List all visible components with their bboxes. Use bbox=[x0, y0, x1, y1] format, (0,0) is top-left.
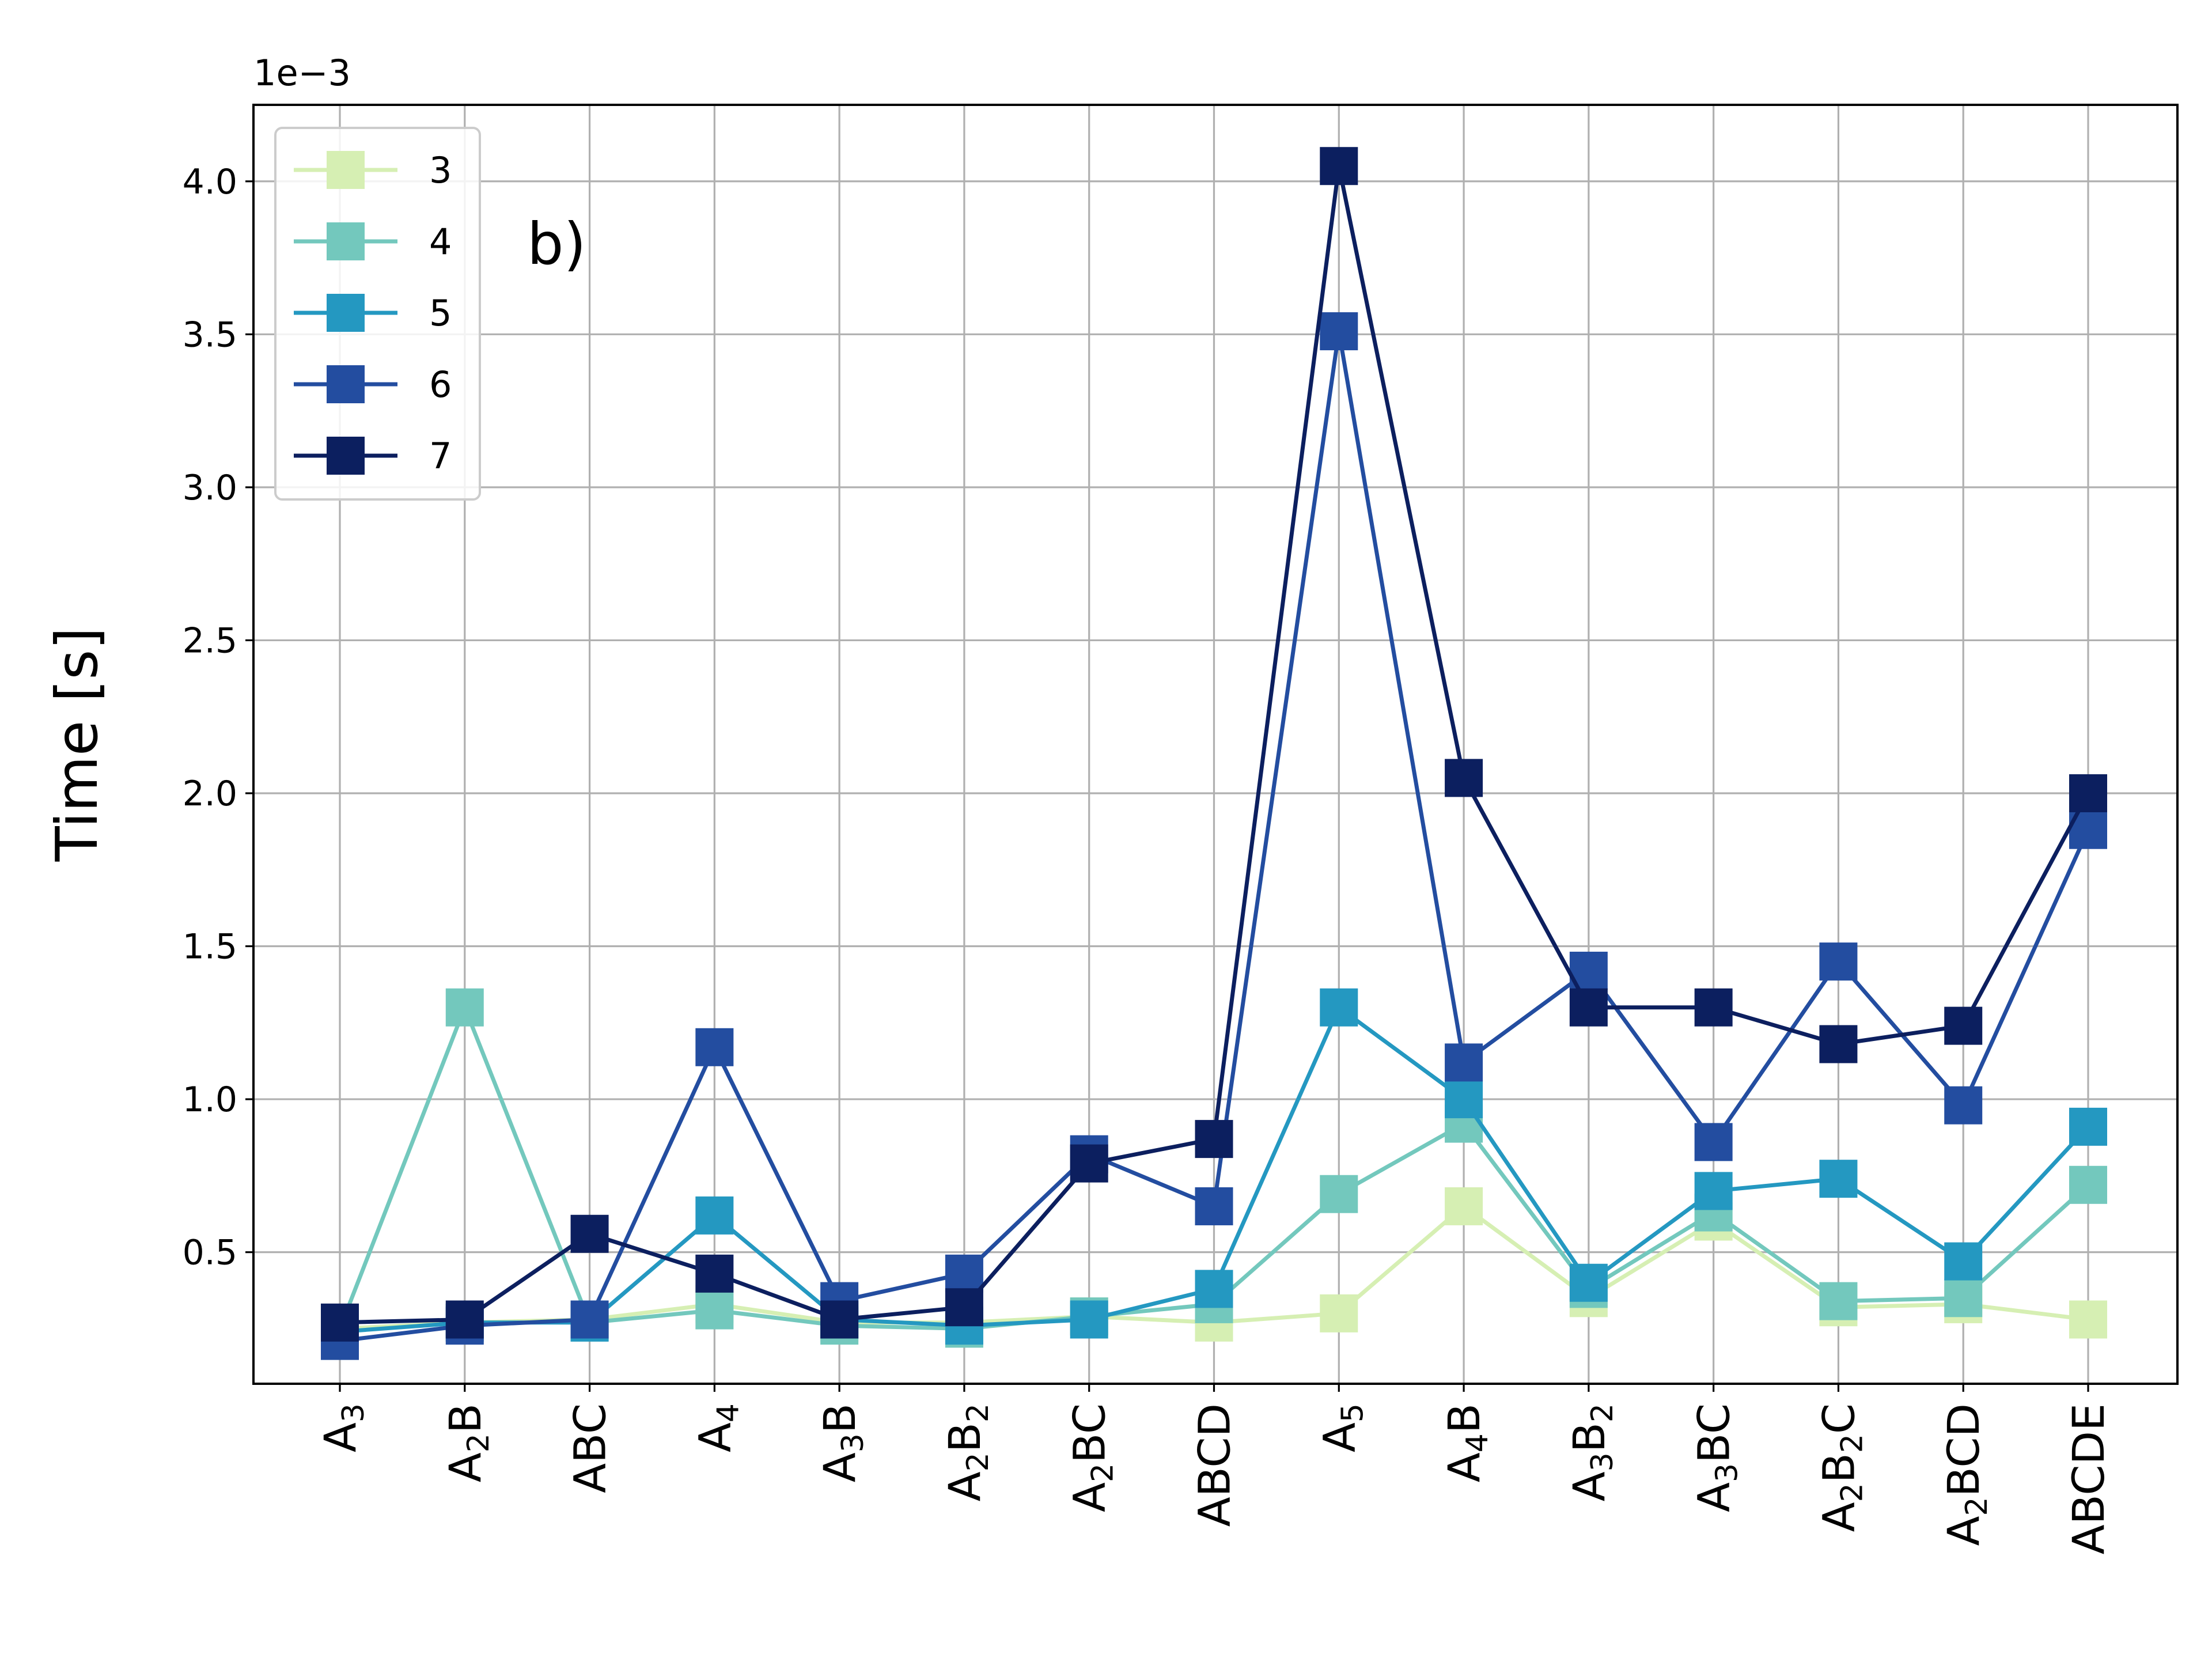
data-point-5-A3BC bbox=[1694, 1172, 1733, 1210]
legend-marker bbox=[327, 437, 365, 475]
data-point-6-A2B2 bbox=[945, 1254, 983, 1293]
legend-marker bbox=[327, 151, 365, 189]
data-point-7-A2BC bbox=[1070, 1144, 1108, 1183]
x-tick-label-ABCD: ABCD bbox=[1189, 1403, 1240, 1527]
legend-label: 5 bbox=[429, 292, 452, 334]
legend-marker bbox=[327, 365, 365, 403]
legend-entry-7: 7 bbox=[294, 435, 452, 477]
x-tick-label-A4B: A4B bbox=[1438, 1403, 1495, 1482]
y-tick-label: 4.0 bbox=[183, 162, 237, 202]
data-point-6-A2BCD bbox=[1944, 1086, 1983, 1125]
data-point-7-A2B bbox=[445, 1300, 484, 1339]
x-tick-label-A3B2: A3B2 bbox=[1563, 1403, 1620, 1501]
data-point-6-A4 bbox=[695, 1028, 734, 1066]
data-point-5-A4B bbox=[1445, 1080, 1483, 1119]
legend-label: 7 bbox=[429, 435, 452, 477]
data-point-5-A2BCD bbox=[1944, 1242, 1983, 1281]
data-point-4-A2BCD bbox=[1944, 1279, 1983, 1318]
data-point-7-A2BCD bbox=[1944, 1006, 1983, 1045]
x-tick-label-ABC: ABC bbox=[565, 1403, 616, 1493]
y-tick-label: 3.0 bbox=[183, 468, 237, 508]
x-tick-label-A5: A5 bbox=[1313, 1403, 1370, 1452]
x-tick-label-A3BC: A3BC bbox=[1688, 1403, 1745, 1512]
data-point-4-A5 bbox=[1320, 1175, 1358, 1213]
data-point-5-A4 bbox=[695, 1196, 734, 1235]
y-tick-label: 3.5 bbox=[183, 315, 237, 355]
axis-layer: 0.5 1.0 1.5 2.0 2.5 3.0 3.5 4.0 A3 A2B ABC A4 A3B A2B… bbox=[183, 162, 2114, 1555]
data-point-7-ABCDE bbox=[2069, 774, 2107, 812]
data-point-4-ABCDE bbox=[2069, 1165, 2107, 1204]
data-point-3-A5 bbox=[1320, 1294, 1358, 1332]
data-point-7-A4 bbox=[695, 1254, 734, 1293]
legend-label: 6 bbox=[429, 364, 452, 406]
y-tick-label: 1.0 bbox=[183, 1080, 237, 1120]
data-point-6-A5 bbox=[1320, 312, 1358, 351]
y-tick-label: 1.5 bbox=[183, 927, 237, 967]
data-point-5-A3B2 bbox=[1569, 1263, 1608, 1302]
data-point-7-A4B bbox=[1445, 759, 1483, 797]
data-point-5-A2B2C bbox=[1819, 1160, 1858, 1198]
data-point-7-A2B2 bbox=[945, 1288, 983, 1327]
data-point-3-ABCDE bbox=[2069, 1300, 2107, 1339]
data-point-5-A5 bbox=[1320, 988, 1358, 1027]
x-tick-label-A2BCD: A2BCD bbox=[1938, 1403, 1994, 1546]
legend-entry-4: 4 bbox=[294, 221, 452, 263]
x-tick-label-A3: A3 bbox=[315, 1403, 371, 1452]
data-point-5-ABCDE bbox=[2069, 1107, 2107, 1146]
data-point-7-A3B2 bbox=[1569, 988, 1608, 1027]
data-point-5-ABCD bbox=[1195, 1270, 1233, 1308]
data-point-3-A4B bbox=[1445, 1187, 1483, 1225]
y-tick-label: 2.0 bbox=[183, 774, 237, 814]
data-point-6-A3BC bbox=[1694, 1123, 1733, 1161]
panel-label: b) bbox=[527, 210, 586, 278]
data-point-5-A2BC bbox=[1070, 1300, 1108, 1339]
x-tick-label-A4: A4 bbox=[689, 1403, 745, 1452]
x-tick-label-A2B2C: A2B2C bbox=[1813, 1403, 1869, 1532]
data-point-4-A4 bbox=[695, 1291, 734, 1330]
data-point-6-A4B bbox=[1445, 1043, 1483, 1082]
legend-label: 4 bbox=[429, 221, 452, 263]
series-7 bbox=[321, 147, 2107, 1342]
data-point-4-A2B2C bbox=[1819, 1282, 1858, 1320]
legend-entry-3: 3 bbox=[294, 149, 452, 191]
y-axis-label: Time [s] bbox=[43, 627, 111, 862]
legend-marker bbox=[327, 294, 365, 332]
plot-frame bbox=[252, 104, 2179, 1385]
legend-entry-5: 5 bbox=[294, 292, 452, 334]
data-point-7-A5 bbox=[1320, 147, 1358, 185]
legend-entry-6: 6 bbox=[294, 364, 452, 406]
x-tick-label-A3B: A3B bbox=[814, 1403, 870, 1482]
x-tick-label-A2B2: A2B2 bbox=[939, 1403, 995, 1501]
legend: 3 4 5 6 7 bbox=[274, 127, 481, 501]
data-point-7-ABC bbox=[570, 1214, 609, 1253]
legend-label: 3 bbox=[429, 149, 452, 191]
data-point-6-A2B2C bbox=[1819, 942, 1858, 981]
y-tick-label: 2.5 bbox=[183, 620, 237, 661]
x-tick-label-A2B: A2B bbox=[440, 1403, 496, 1482]
y-scale-label: 1e−3 bbox=[253, 52, 351, 94]
y-tick-label: 0.5 bbox=[183, 1233, 237, 1273]
data-point-7-A2B2C bbox=[1819, 1025, 1858, 1063]
data-point-6-ABC bbox=[570, 1300, 609, 1339]
data-point-7-ABCD bbox=[1195, 1120, 1233, 1159]
data-point-4-A2B bbox=[445, 988, 484, 1027]
legend-marker bbox=[327, 222, 365, 260]
data-point-7-A3B bbox=[820, 1300, 859, 1339]
data-point-7-A3BC bbox=[1694, 988, 1733, 1027]
data-point-6-ABCD bbox=[1195, 1187, 1233, 1225]
x-tick-label-A2BC: A2BC bbox=[1064, 1403, 1120, 1512]
data-point-7-A3 bbox=[321, 1303, 359, 1342]
x-tick-label-ABCDE: ABCDE bbox=[2063, 1403, 2114, 1554]
series-layer bbox=[321, 147, 2107, 1360]
